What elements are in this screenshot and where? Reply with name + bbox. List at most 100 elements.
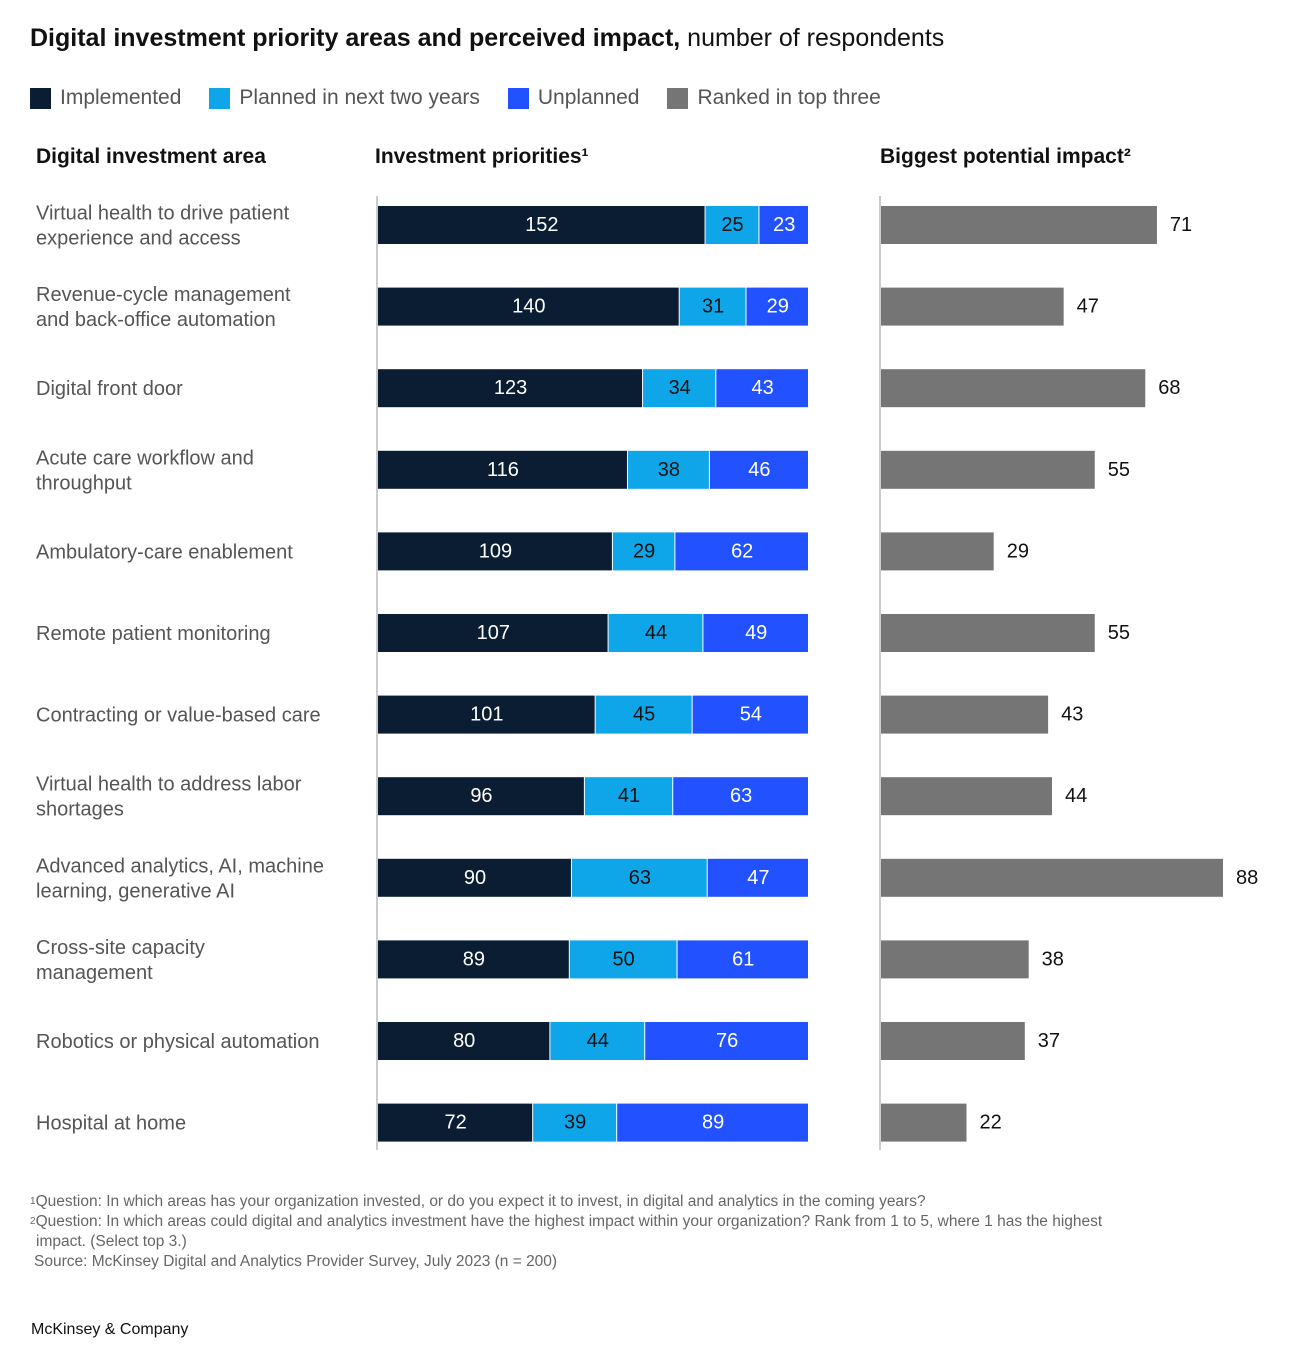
bar-implemented xyxy=(378,858,571,897)
bar-planned-label: 38 xyxy=(658,459,680,481)
bar-impact xyxy=(881,858,1223,897)
bar-planned xyxy=(705,206,759,244)
bar-implemented xyxy=(378,777,584,816)
bar-planned xyxy=(679,287,746,326)
bar-planned xyxy=(608,614,703,652)
bar-impact-label: 29 xyxy=(1007,540,1029,562)
category-label: Cross-site capacity management xyxy=(36,937,205,984)
bar-unplanned xyxy=(617,1103,808,1142)
legend-swatch-top-three xyxy=(667,87,689,109)
bar-planned-label: 25 xyxy=(721,214,743,236)
category-label-line: throughput xyxy=(36,472,132,494)
category-label-line: Ambulatory-care enablement xyxy=(36,541,293,563)
bar-impact-label: 37 xyxy=(1038,1030,1060,1052)
bar-planned xyxy=(643,369,716,408)
bar-planned xyxy=(584,777,673,816)
bar-unplanned-label: 47 xyxy=(747,867,769,889)
legend-item-planned: Planned in next two years xyxy=(209,86,480,110)
bar-unplanned xyxy=(703,614,808,652)
bar-implemented-label: 140 xyxy=(512,296,545,318)
bar-unplanned-label: 46 xyxy=(748,459,770,481)
bar-planned-label: 50 xyxy=(613,948,635,970)
category-label-line: Contracting or value-based care xyxy=(36,705,321,727)
bar-implemented xyxy=(378,287,679,326)
bar-unplanned xyxy=(692,695,808,734)
bar-unplanned-label: 23 xyxy=(773,214,795,236)
bar-unplanned xyxy=(759,206,808,244)
bar-impact xyxy=(881,1022,1025,1060)
category-label: Acute care workflow and throughput xyxy=(36,447,254,494)
footnote-2: 2Question: In which areas could digital … xyxy=(30,1212,1240,1232)
bar-planned-label: 44 xyxy=(645,622,667,644)
category-label-line: Advanced analytics, AI, machine xyxy=(36,855,324,877)
bar-unplanned xyxy=(645,1022,808,1060)
footnotes: 1Question: In which areas has your organ… xyxy=(30,1192,1240,1272)
bar-impact xyxy=(881,532,994,571)
bar-implemented xyxy=(378,369,643,408)
category-label-line: Digital front door xyxy=(36,378,183,400)
bar-implemented xyxy=(378,1022,550,1060)
footnote-source: Source: McKinsey Digital and Analytics P… xyxy=(34,1253,558,1270)
category-label: Remote patient monitoring xyxy=(36,623,271,645)
bar-impact xyxy=(881,695,1049,734)
bar-impact xyxy=(881,940,1029,979)
bar-implemented xyxy=(378,614,608,652)
category-label-line: Remote patient monitoring xyxy=(36,623,271,645)
column-header-area: Digital investment area xyxy=(36,145,266,168)
chart-title-regular: number of respondents xyxy=(680,24,945,52)
legend-swatch-planned xyxy=(209,87,231,109)
category-label-line: Hospital at home xyxy=(36,1113,186,1135)
bar-implemented-label: 90 xyxy=(464,867,486,889)
bar-planned-label: 34 xyxy=(669,377,691,399)
bar-impact-label: 47 xyxy=(1077,296,1099,318)
category-label: Hospital at home xyxy=(36,1113,186,1135)
footnote-2-marker: 2 xyxy=(30,1216,36,1227)
bar-unplanned xyxy=(716,369,808,408)
bar-unplanned xyxy=(709,450,808,489)
bar-impact xyxy=(881,614,1095,652)
column-header-priorities: Investment priorities¹ xyxy=(375,145,589,168)
bar-impact-label: 43 xyxy=(1061,704,1083,726)
legend-swatch-unplanned xyxy=(507,87,529,109)
bar-impact-label: 44 xyxy=(1065,785,1087,807)
bar-impact xyxy=(881,450,1095,489)
category-label-line: learning, generative AI xyxy=(36,880,235,902)
bar-implemented-label: 107 xyxy=(477,622,510,644)
bar-planned-label: 29 xyxy=(633,540,655,562)
bar-implemented xyxy=(378,206,705,244)
bar-impact-label: 71 xyxy=(1170,214,1192,236)
chart-title-bold: Digital investment priority areas and pe… xyxy=(30,24,681,52)
category-label-line: Robotics or physical automation xyxy=(36,1031,319,1053)
legend-label-implemented: Implemented xyxy=(60,86,182,109)
category-label: Virtual health to address labor shortages xyxy=(36,774,302,821)
bar-unplanned-label: 49 xyxy=(745,622,767,644)
brand-logo-text: McKinsey & Company xyxy=(31,1321,189,1338)
bar-implemented-label: 80 xyxy=(453,1030,475,1052)
bar-unplanned-label: 76 xyxy=(716,1030,738,1052)
bar-impact-label: 55 xyxy=(1108,459,1130,481)
legend-label-planned: Planned in next two years xyxy=(239,86,480,109)
bar-impact-label: 22 xyxy=(980,1112,1002,1134)
footnote-2-text: Question: In which areas could digital a… xyxy=(35,1213,1103,1230)
category-label-line: Revenue-cycle management xyxy=(36,284,291,306)
legend-label-top-three: Ranked in top three xyxy=(697,86,881,109)
legend-item-unplanned: Unplanned xyxy=(507,86,639,110)
bar-planned xyxy=(571,858,707,897)
bar-unplanned-label: 62 xyxy=(731,540,753,562)
category-label: Revenue-cycle management and back-office … xyxy=(36,284,291,331)
bar-chart: Virtual health to drive patient experienc… xyxy=(36,196,1258,1150)
bar-implemented-label: 116 xyxy=(487,459,519,481)
column-header-impact: Biggest potential impact² xyxy=(880,145,1131,168)
bar-unplanned-label: 89 xyxy=(702,1112,724,1134)
bar-implemented xyxy=(378,450,627,489)
bar-implemented-label: 89 xyxy=(463,948,485,970)
bar-implemented-label: 72 xyxy=(444,1112,466,1134)
category-label-line: management xyxy=(36,962,153,984)
bar-implemented-label: 101 xyxy=(470,704,503,726)
category-label-line: Virtual health to address labor xyxy=(36,774,302,796)
bar-planned-label: 31 xyxy=(702,296,724,318)
bar-implemented xyxy=(378,1103,533,1142)
bar-planned xyxy=(569,940,677,979)
category-label: Contracting or value-based care xyxy=(36,705,321,727)
legend-item-top-three: Ranked in top three xyxy=(667,86,881,110)
